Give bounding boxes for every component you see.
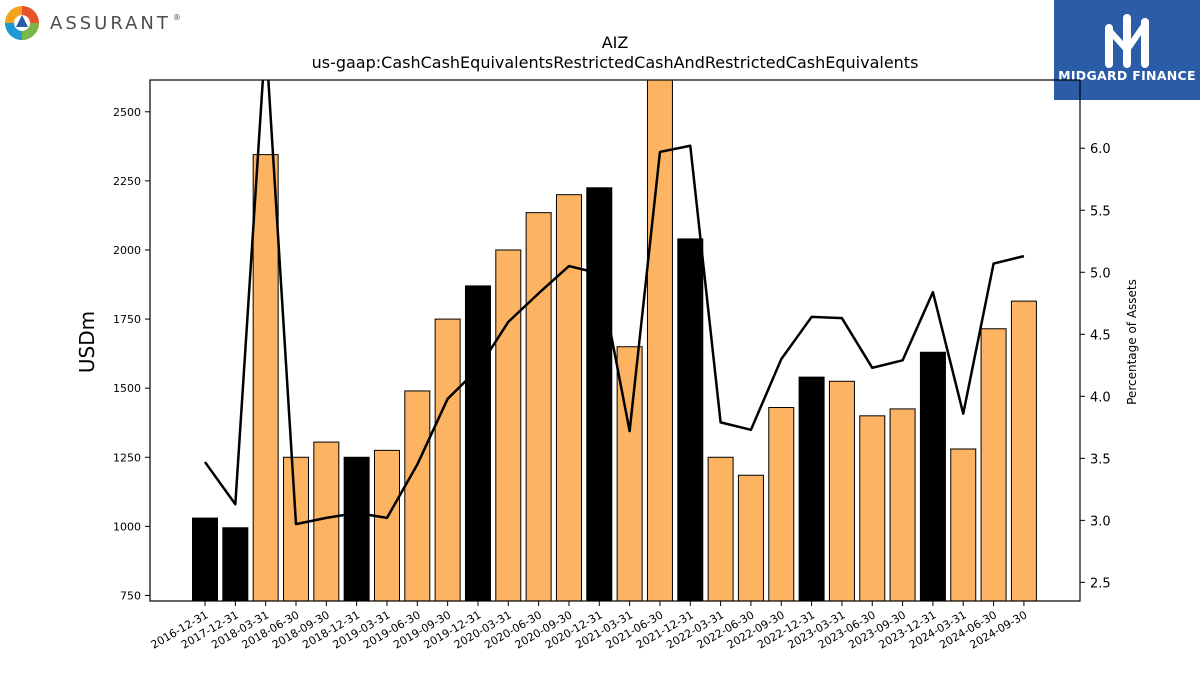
y2-tick-label: 3.5 [1090, 452, 1111, 467]
bar [1010, 300, 1037, 601]
y-tick-label: 1750 [113, 313, 141, 326]
bar [798, 376, 825, 601]
y2-tick-label: 4.5 [1090, 328, 1111, 343]
chart-subtitle: us-gaap:CashCashEquivalentsRestrictedCas… [312, 53, 919, 72]
y-tick-label: 2000 [113, 244, 141, 257]
bar [707, 456, 734, 601]
assurant-logo-icon [5, 6, 39, 40]
bar [677, 238, 704, 601]
bar [464, 285, 491, 601]
bar [980, 328, 1007, 601]
y-tick-label: 1000 [113, 520, 141, 533]
plot-frame [149, 79, 1081, 602]
bar [525, 212, 552, 601]
chart-title: AIZ [602, 33, 629, 52]
y2-tick-label: 6.0 [1090, 142, 1111, 157]
y2-tick-label: 5.5 [1090, 204, 1111, 219]
y-tick-label: 2500 [113, 106, 141, 119]
bar [313, 441, 340, 601]
y-tick-label: 750 [120, 589, 141, 602]
assurant-logo-text: ASSURANT ® [50, 12, 184, 34]
bar [282, 456, 309, 601]
y-tick-label: 1250 [113, 451, 141, 464]
bar [495, 249, 522, 601]
bar [586, 187, 613, 601]
series-line [203, 80, 1025, 526]
y2-tick-label: 5.0 [1090, 266, 1111, 281]
y-tick-label: 1500 [113, 382, 141, 395]
y-tick-label: 2250 [113, 175, 141, 188]
bar [373, 449, 400, 601]
y-axis-label: USDm [75, 311, 99, 373]
plot-area: 750 1000 1250 1500 1750 2000 2250 2500 2.5 3.0 3.5… [113, 79, 1111, 652]
y2-tick-label: 4.0 [1090, 390, 1111, 405]
y2-axis-label: Percentage of Assets [1125, 279, 1139, 405]
bar [859, 415, 886, 601]
bar [252, 154, 279, 601]
bar [434, 318, 461, 601]
bar [919, 351, 946, 601]
midgard-logo-icon [1105, 14, 1149, 68]
bar [555, 194, 582, 601]
bar [192, 517, 218, 601]
assurant-logo: ASSURANT ® [4, 4, 184, 42]
midgard-finance-logo: MIDGARD FINANCE [1054, 0, 1200, 100]
bar [737, 474, 764, 601]
y2-tick-label: 2.5 [1090, 576, 1111, 591]
bar [828, 380, 855, 601]
bar [404, 390, 431, 601]
midgard-logo-text: MIDGARD FINANCE [1058, 68, 1196, 83]
plot-marks [192, 80, 1037, 601]
bar [950, 448, 977, 601]
bar [222, 527, 249, 601]
bar [889, 408, 916, 601]
bar [343, 456, 370, 601]
bar [768, 407, 795, 601]
y2-tick-label: 3.0 [1090, 514, 1111, 529]
